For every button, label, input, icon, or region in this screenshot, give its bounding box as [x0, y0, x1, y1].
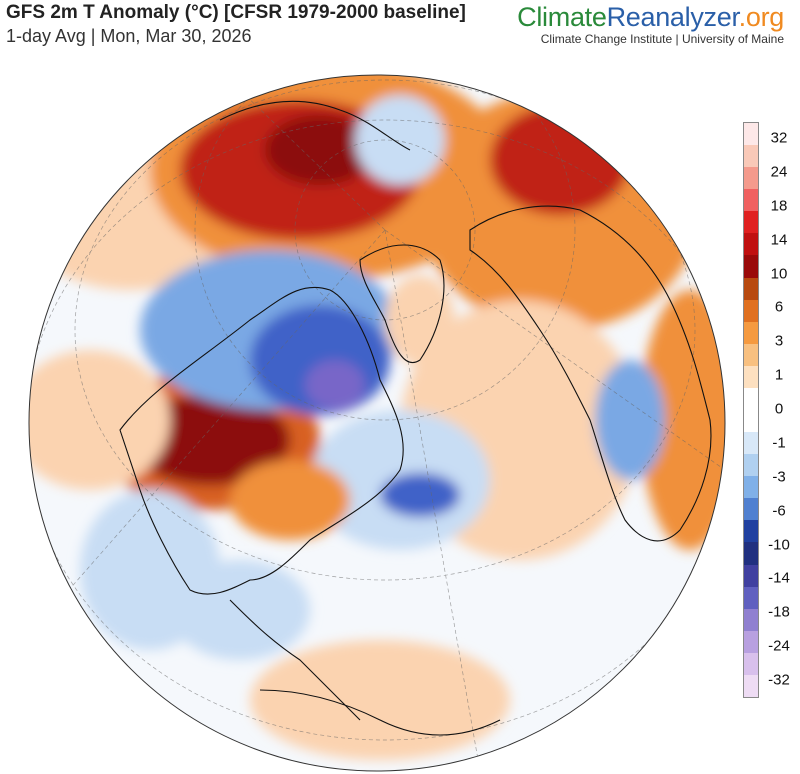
legend-label: 24: [770, 163, 788, 181]
legend-label: 6: [774, 298, 784, 316]
legend-label: -6: [772, 502, 786, 520]
brand-part-climate: Climate: [517, 2, 607, 32]
brand-affiliation: Climate Change Institute | University of…: [540, 32, 784, 46]
legend-swatch: [744, 145, 758, 168]
map-subtitle: 1-day Avg | Mon, Mar 30, 2026: [6, 26, 252, 46]
warm-pacific-east: [29, 350, 170, 490]
color-legend-labels: 32 24 18 14 10 6 3 1 0 -1 -3 -6 -10 -14 -18 -24 -32: [760, 122, 798, 698]
hot-north-europe: [490, 105, 630, 215]
legend-swatch: [744, 454, 758, 477]
legend-swatch: [744, 167, 758, 190]
hot-west-us: [130, 395, 290, 485]
legend-swatch: [744, 365, 758, 388]
legend-label: 0: [774, 400, 784, 418]
legend-swatch: [744, 630, 758, 653]
graticule: [29, 75, 725, 771]
warm-greenland: [385, 275, 455, 365]
brand-part-org: .org: [738, 2, 785, 32]
legend-swatch: [744, 321, 758, 344]
cool-arctic: [355, 95, 445, 185]
legend-swatch: [744, 652, 758, 675]
brand-logo[interactable]: ClimateReanalyzer.org: [517, 2, 784, 33]
legend-swatch: [744, 432, 758, 455]
legend-swatch: [744, 233, 758, 256]
legend-swatch: [744, 674, 758, 698]
brand-part-reanalyzer: Reanalyzer: [606, 2, 739, 32]
map-title: GFS 2m T Anomaly (°C) [CFSR 1979-2000 ba…: [6, 2, 466, 23]
warm-africa: [640, 290, 725, 550]
legend-label: -3: [772, 468, 786, 486]
legend-swatch: [744, 410, 758, 433]
legend-swatch: [744, 564, 758, 587]
legend-label: 10: [770, 265, 788, 282]
legend-swatch: [744, 277, 758, 300]
legend-label: 1: [774, 366, 784, 384]
legend-swatch: [744, 608, 758, 631]
legend-swatch: [744, 189, 758, 212]
cool-pacific-south: [80, 490, 220, 650]
legend-label: 32: [770, 129, 788, 147]
legend-swatch: [744, 520, 758, 543]
legend-swatch: [744, 498, 758, 521]
coastlines: [119, 100, 712, 736]
legend-label: -24: [768, 637, 790, 655]
legend-label: 18: [770, 197, 788, 215]
globe-outline: [28, 74, 726, 772]
orthographic-map: [28, 74, 726, 772]
legend-label: 3: [774, 332, 784, 350]
warm-south-america: [250, 640, 510, 760]
legend-label: -14: [768, 569, 790, 587]
color-legend-bar: [743, 122, 759, 698]
legend-label: -10: [768, 536, 790, 553]
legend-label: 14: [770, 231, 788, 249]
cold-north-atlantic: [380, 473, 460, 517]
very-cold-hudson: [305, 360, 365, 410]
anomaly-field: [29, 75, 725, 771]
legend-swatch: [744, 299, 758, 322]
legend-label: -32: [768, 671, 790, 689]
legend-swatch: [744, 123, 758, 146]
legend-swatch: [744, 542, 758, 565]
legend-swatch: [744, 255, 758, 278]
legend-label: -1: [772, 434, 786, 452]
warm-east-us: [230, 460, 350, 540]
legend-swatch: [744, 387, 758, 411]
very-hot-siberia: [265, 115, 375, 185]
cool-mediterranean: [595, 360, 665, 480]
legend-swatch: [744, 343, 758, 366]
legend-swatch: [744, 211, 758, 234]
legend-label: -18: [768, 603, 790, 621]
legend-swatch: [744, 476, 758, 499]
legend-swatch: [744, 586, 758, 609]
